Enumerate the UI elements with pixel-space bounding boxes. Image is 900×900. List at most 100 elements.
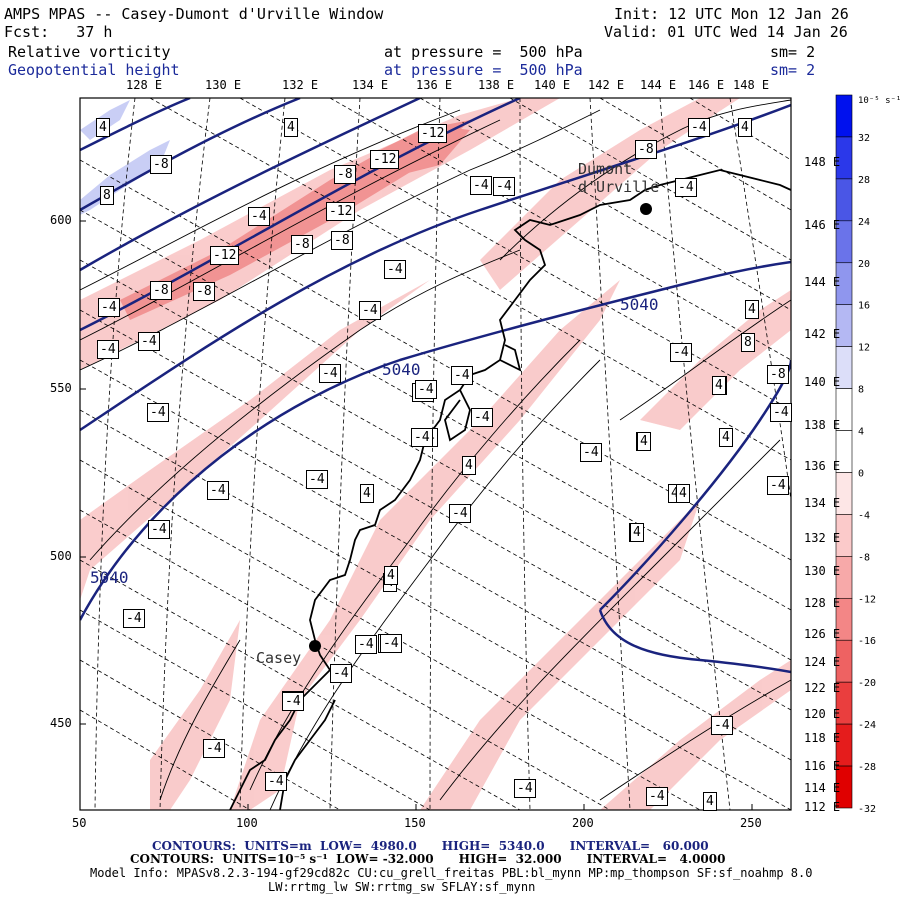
right-lon-label: 132 E xyxy=(804,531,841,545)
forecast-hour: Fcst: 37 h xyxy=(4,23,113,41)
top-lon-label: 136 E xyxy=(416,78,453,92)
vorticity-contour-label: -8 xyxy=(193,282,215,301)
vorticity-contour-label: 4 xyxy=(96,118,110,137)
field1-smoothing: sm= 2 xyxy=(770,43,816,61)
field2-name: Geopotential height xyxy=(8,61,180,79)
right-lon-label: 138 E xyxy=(804,418,841,432)
casey-label: Casey xyxy=(256,649,302,667)
colorbar-segment xyxy=(835,94,853,138)
vorticity-contour-label: -4 xyxy=(514,779,536,798)
vorticity-contour-label: -4 xyxy=(319,364,341,383)
vorticity-contour-label: 4 xyxy=(738,118,752,137)
vorticity-contour-label: -4 xyxy=(675,178,697,197)
vorticity-contour-label: -4 xyxy=(711,716,733,735)
colorbar-label: -12 xyxy=(858,594,876,605)
vorticity-contour-label: -4 xyxy=(470,176,492,195)
right-lon-label: 120 E xyxy=(804,707,841,721)
vorticity-contour-label: 4 xyxy=(384,566,398,585)
vorticity-contour-label: 4 xyxy=(676,484,690,503)
right-lon-label: 134 E xyxy=(804,496,841,510)
vorticity-contour-label: 8 xyxy=(100,186,114,205)
colorbar-label: -4 xyxy=(858,510,870,521)
top-lon-label: 132 E xyxy=(282,78,319,92)
x-tick-label: 50 xyxy=(72,816,87,830)
top-lon-label: 140 E xyxy=(534,78,571,92)
dumont-durville-station-marker xyxy=(640,203,652,215)
colorbar-label: 32 xyxy=(858,133,870,144)
colorbar-label: -28 xyxy=(858,762,876,773)
colorbar-label: 24 xyxy=(858,217,870,228)
vorticity-contour-label: -4 xyxy=(646,787,668,806)
model-physics-info: LW:rrtmg_lw SW:rrtmg_sw SFLAY:sf_mynn xyxy=(268,880,536,894)
positive-vorticity-shading xyxy=(80,98,791,810)
right-lon-label: 118 E xyxy=(804,731,841,745)
vorticity-contour-label: -4 xyxy=(330,664,352,683)
vorticity-contour-label: -4 xyxy=(767,476,789,495)
y-tick-label: 450 xyxy=(50,716,72,730)
vorticity-contour-label: -12 xyxy=(370,150,400,169)
vorticity-contour-label: 4 xyxy=(719,428,733,447)
vorticity-contour-label: 4 xyxy=(284,118,298,137)
vorticity-contour-label: 4 xyxy=(630,523,644,542)
vorticity-contour-label: 8 xyxy=(741,333,755,352)
vorticity-contour-label: -4 xyxy=(411,428,433,447)
height-contour-info: CONTOURS: UNITS=m LOW= 4980.0 HIGH= 5340… xyxy=(152,839,709,853)
vorticity-contour-label: -4 xyxy=(770,403,792,422)
x-tick-label: 200 xyxy=(572,816,594,830)
colorbar-label: 4 xyxy=(858,427,864,438)
right-lon-label: 122 E xyxy=(804,681,841,695)
coastline xyxy=(229,169,791,810)
vorticity-contour-label: -12 xyxy=(418,124,448,143)
colorbar-segment xyxy=(835,765,853,809)
vorticity-contour-label: -8 xyxy=(767,365,789,384)
vorticity-contour-label: -4 xyxy=(306,470,328,489)
right-lon-label: 142 E xyxy=(804,327,841,341)
right-lon-label: 128 E xyxy=(804,596,841,610)
colorbar-label: -24 xyxy=(858,720,876,731)
vorticity-contour-label: -4 xyxy=(355,635,377,654)
colorbar-unit: 10⁻⁵ s⁻¹ xyxy=(858,96,900,106)
vorticity-contour-label: -4 xyxy=(138,332,160,351)
top-lon-label: 146 E xyxy=(688,78,725,92)
init-time: Init: 12 UTC Mon 12 Jan 26 xyxy=(614,5,849,23)
colorbar-label: 28 xyxy=(858,175,870,186)
x-tick-label: 150 xyxy=(404,816,426,830)
right-lon-label: 136 E xyxy=(804,459,841,473)
vorticity-contour-label: -4 xyxy=(123,609,145,628)
colorbar-label: -8 xyxy=(858,552,870,563)
y-tick-label: 500 xyxy=(50,549,72,563)
colorbar-label: -20 xyxy=(858,678,876,689)
vorticity-contour-label: -4 xyxy=(415,380,437,399)
right-lon-label: 114 E xyxy=(804,781,841,795)
vorticity-contour-label: 4 xyxy=(360,484,374,503)
vorticity-contour-label: -4 xyxy=(384,260,406,279)
top-lon-label: 128 E xyxy=(126,78,163,92)
vorticity-contour-label: -8 xyxy=(150,281,172,300)
vorticity-contour-label: -12 xyxy=(210,246,240,265)
vorticity-contour-label: -8 xyxy=(334,165,356,184)
vorticity-contour-label: 4 xyxy=(637,432,651,451)
height-contour-label: 5040 xyxy=(90,568,129,587)
field2-level: at pressure = 500 hPa xyxy=(384,61,583,79)
vorticity-contour-label: -4 xyxy=(248,207,270,226)
vorticity-contour-label: -4 xyxy=(97,340,119,359)
casey-station-marker xyxy=(309,640,321,652)
vorticity-contour-label: -4 xyxy=(207,481,229,500)
right-lon-label: 148 E xyxy=(804,155,841,169)
vorticity-contour-label: -4 xyxy=(359,301,381,320)
top-lon-label: 142 E xyxy=(588,78,625,92)
strong-vorticity-shading xyxy=(120,120,470,320)
vorticity-contour-label: -4 xyxy=(471,408,493,427)
x-tick-label: 100 xyxy=(236,816,258,830)
vorticity-contours xyxy=(80,99,791,810)
vorticity-contour-label: -4 xyxy=(98,298,120,317)
vorticity-contour-label: -4 xyxy=(493,177,515,196)
colorbar-label: 16 xyxy=(858,301,870,312)
graticule xyxy=(80,98,791,810)
y-tick-label: 550 xyxy=(50,381,72,395)
top-lon-label: 134 E xyxy=(352,78,389,92)
right-lon-label: 126 E xyxy=(804,627,841,641)
vorticity-contour-label: -4 xyxy=(449,504,471,523)
vorticity-contour-label: -4 xyxy=(282,692,304,711)
